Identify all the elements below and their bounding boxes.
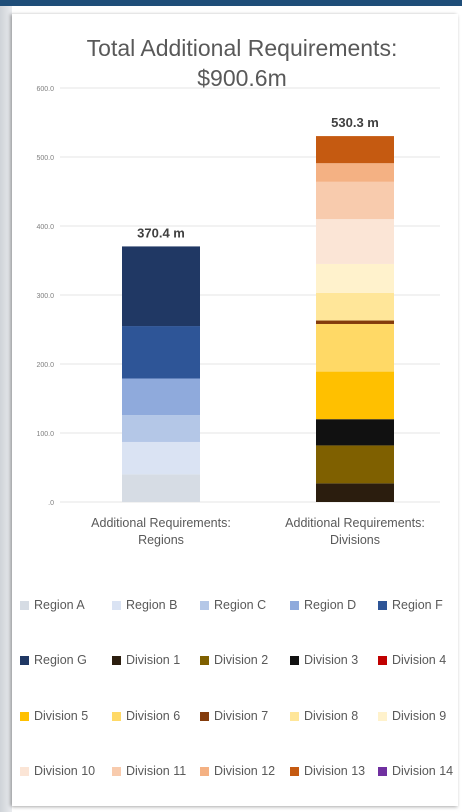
bar-segment: [316, 136, 394, 164]
y-tick-label: .0: [48, 500, 54, 507]
bar-total-label: 370.4 m: [137, 225, 185, 240]
y-tick-label: 500.0: [36, 155, 54, 162]
y-tick-label: 100.0: [36, 431, 54, 438]
x-category-label: Regions: [138, 533, 184, 547]
chart-title-line-1: Total Additional Requirements:: [87, 35, 398, 61]
bar-segment: [316, 371, 394, 420]
bar-segment: [122, 474, 200, 502]
top-accent-bar: [0, 0, 462, 6]
x-axis-labels: Additional Requirements: Regions Additiona…: [91, 516, 425, 547]
y-tick-label: 600.0: [36, 86, 54, 93]
bar-segment: [122, 246, 200, 327]
bar-segment: [316, 181, 394, 220]
bar-segment: [316, 483, 394, 502]
bar-segment: [122, 326, 200, 379]
x-category-label: Additional Requirements:: [91, 516, 231, 530]
bar-totals: 370.4 m 530.3 m: [137, 115, 379, 240]
bar-total-label: 530.3 m: [331, 115, 379, 130]
bar-segment: [316, 219, 394, 264]
bar-segment: [316, 419, 394, 446]
bar-segment: [316, 323, 394, 372]
bar-segment: [316, 163, 394, 182]
bar-segment: [122, 378, 200, 416]
x-category-label: Additional Requirements:: [285, 516, 425, 530]
bar-segment: [316, 263, 394, 293]
y-tick-label: 200.0: [36, 362, 54, 369]
bar-segment: [122, 415, 200, 442]
bar-segment: [122, 441, 200, 475]
x-category-label: Divisions: [330, 533, 380, 547]
y-axis-ticks: .0 100.0 200.0 300.0 400.0 500.0 600.0: [36, 86, 54, 507]
bar-segment: [316, 292, 394, 321]
chart-title-line-2: $900.6m: [197, 65, 287, 91]
bars: [122, 136, 394, 502]
y-tick-label: 400.0: [36, 224, 54, 231]
bar-segment: [316, 320, 394, 324]
y-tick-label: 300.0: [36, 293, 54, 300]
left-background-strip: [0, 6, 12, 812]
bar-segment: [316, 445, 394, 484]
